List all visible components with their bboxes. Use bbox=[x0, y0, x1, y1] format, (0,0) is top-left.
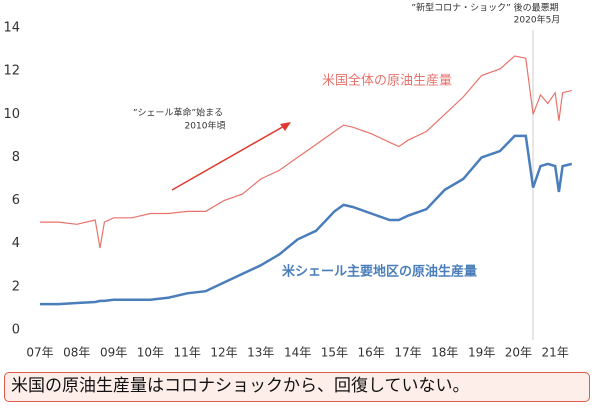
y-tick-label: 8 bbox=[12, 150, 20, 165]
y-tick-label: 10 bbox=[3, 107, 20, 122]
y-tick-label: 14 bbox=[3, 21, 20, 36]
line bbox=[40, 55, 572, 249]
x-tick-label: 08年 bbox=[63, 346, 90, 360]
x-tick-label: 14年 bbox=[284, 346, 311, 360]
arrow bbox=[171, 124, 287, 191]
chart: ”シェール革命”始まる 2010年頃 ”新型コロナ・ショック” 後の最悪期 20… bbox=[3, 2, 573, 360]
y-tick-label: 12 bbox=[3, 64, 20, 79]
series-label: 米国全体の原油生産量 bbox=[322, 73, 452, 89]
annotation: 2020年5月 bbox=[514, 14, 561, 26]
x-tick-label: 13年 bbox=[247, 346, 274, 360]
y-tick-label: 4 bbox=[12, 236, 20, 251]
line bbox=[40, 134, 573, 306]
x-tick-label: 12年 bbox=[210, 346, 237, 360]
x-tick-label: 21年 bbox=[542, 346, 569, 360]
series-label: 米シェール主要地区の原油生産量 bbox=[282, 264, 477, 280]
x-tick-label: 09年 bbox=[100, 346, 127, 360]
arrow-head bbox=[280, 122, 291, 131]
x-tick-label: 20年 bbox=[505, 346, 532, 360]
caption: 米国の原油生産量はコロナショックから、回復していない。 bbox=[4, 372, 590, 402]
annotation: 2010年頃 bbox=[185, 120, 226, 132]
x-tick-label: 18年 bbox=[431, 346, 458, 360]
x-tick-label: 17年 bbox=[394, 346, 421, 360]
y-tick-label: 6 bbox=[12, 193, 20, 208]
x-tick-label: 15年 bbox=[321, 346, 348, 360]
annotation: ”シェール革命”始まる bbox=[133, 107, 223, 119]
y-tick-label: 2 bbox=[12, 279, 20, 294]
x-tick-label: 19年 bbox=[468, 346, 495, 360]
y-tick-label: 0 bbox=[12, 323, 20, 338]
x-tick-label: 11年 bbox=[174, 346, 201, 360]
x-tick-label: 16年 bbox=[358, 346, 385, 360]
x-tick-label: 10年 bbox=[137, 346, 164, 360]
annotation: ”新型コロナ・ショック” 後の最悪期 bbox=[411, 2, 558, 14]
x-tick-label: 07年 bbox=[26, 346, 53, 360]
